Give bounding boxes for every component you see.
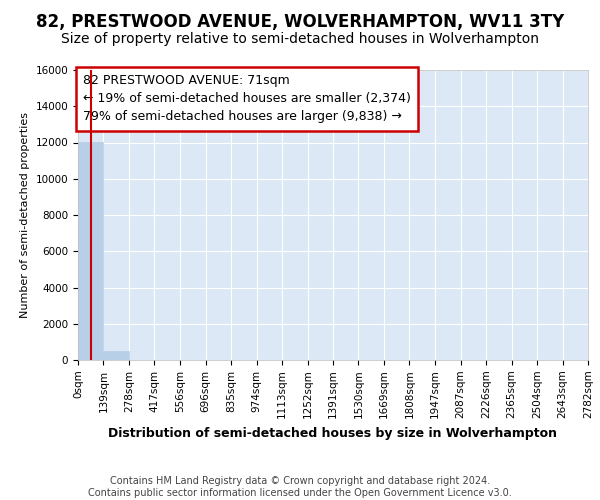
Text: Size of property relative to semi-detached houses in Wolverhampton: Size of property relative to semi-detach… — [61, 32, 539, 46]
Text: 82 PRESTWOOD AVENUE: 71sqm
← 19% of semi-detached houses are smaller (2,374)
79%: 82 PRESTWOOD AVENUE: 71sqm ← 19% of semi… — [83, 74, 411, 124]
Bar — [103, 351, 129, 360]
X-axis label: Distribution of semi-detached houses by size in Wolverhampton: Distribution of semi-detached houses by … — [109, 427, 557, 440]
Bar — [78, 142, 103, 360]
Y-axis label: Number of semi-detached properties: Number of semi-detached properties — [20, 112, 30, 318]
Text: 82, PRESTWOOD AVENUE, WOLVERHAMPTON, WV11 3TY: 82, PRESTWOOD AVENUE, WOLVERHAMPTON, WV1… — [36, 12, 564, 30]
Text: Contains HM Land Registry data © Crown copyright and database right 2024.
Contai: Contains HM Land Registry data © Crown c… — [88, 476, 512, 498]
